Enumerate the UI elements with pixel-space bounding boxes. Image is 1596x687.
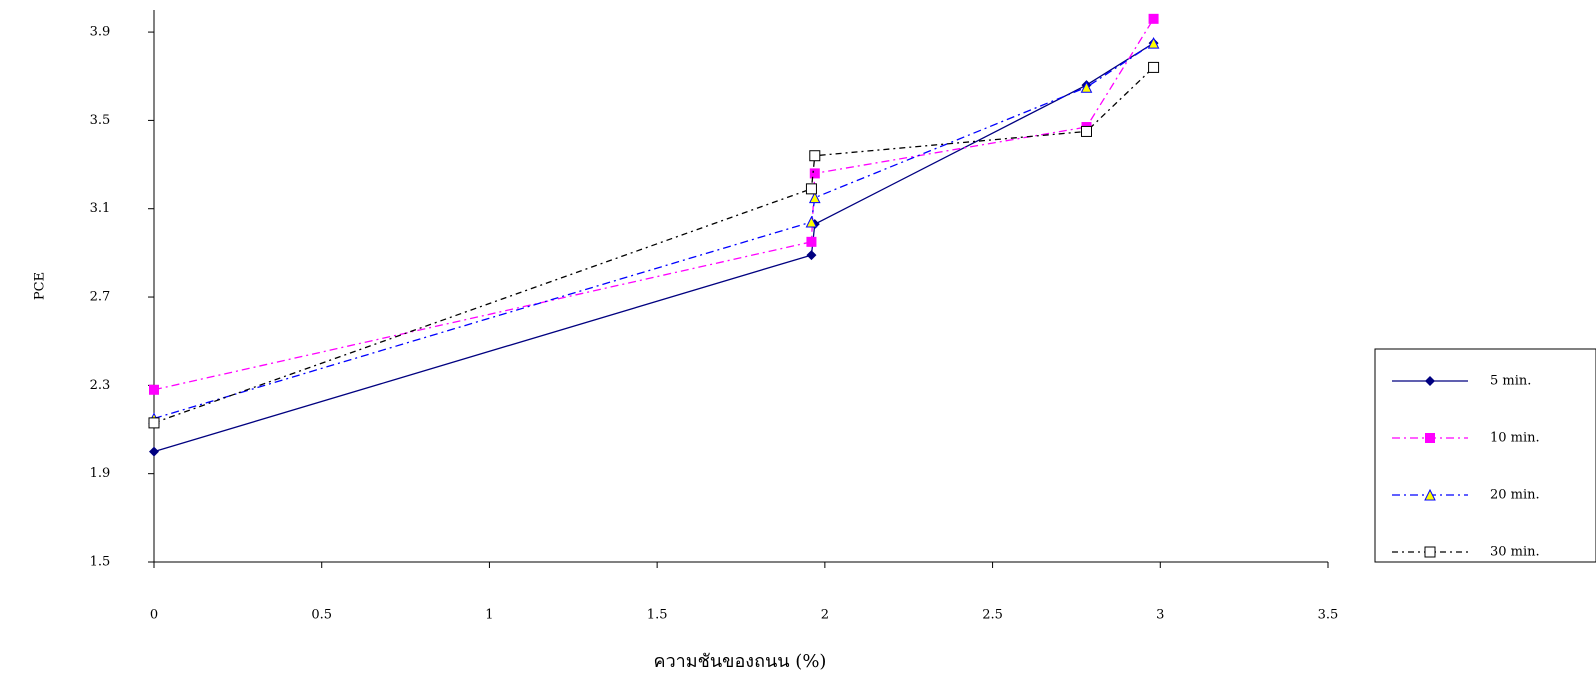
y-tick-label: 2.3 (90, 378, 111, 393)
marker (1424, 546, 1436, 558)
legend-box (1374, 348, 1596, 563)
x-tick-label: 1 (485, 608, 493, 623)
marker (806, 236, 817, 247)
series-line (153, 18, 1155, 391)
marker (149, 446, 159, 457)
y-tick-label: 1.9 (90, 466, 111, 481)
marker (1147, 37, 1160, 49)
x-tick-label: 0.5 (311, 608, 332, 623)
marker (1080, 125, 1092, 137)
marker (809, 150, 821, 162)
legend-label: 10 min. (1490, 431, 1540, 446)
y-tick-label: 2.7 (90, 290, 111, 305)
marker (808, 191, 821, 204)
x-tick-label: 2.5 (982, 608, 1003, 623)
x-tick-label: 0 (150, 608, 158, 623)
marker (1425, 376, 1435, 386)
legend-label: 5 min. (1490, 374, 1531, 389)
marker (806, 250, 817, 261)
x-tick-label: 3 (1156, 608, 1164, 623)
legend-label: 20 min. (1490, 488, 1540, 503)
series-line (153, 42, 1154, 453)
y-axis-label: PCE (33, 272, 48, 300)
x-tick-label: 1.5 (647, 608, 668, 623)
y-tick-label: 3.9 (90, 25, 111, 40)
marker (805, 215, 818, 228)
marker (1148, 13, 1159, 24)
marker (1080, 81, 1093, 93)
marker (148, 417, 160, 429)
x-tick-label: 3.5 (1318, 608, 1339, 623)
y-tick-label: 3.5 (90, 113, 111, 128)
marker (805, 183, 817, 195)
series-line (153, 42, 1154, 420)
marker (1425, 433, 1435, 443)
marker (1424, 488, 1436, 501)
legend-label: 30 min. (1490, 545, 1540, 560)
marker (149, 384, 159, 395)
marker (1148, 61, 1160, 73)
y-tick-label: 3.1 (90, 201, 111, 216)
x-axis-label: ความชันของถนน (%) (654, 651, 827, 672)
marker (809, 168, 820, 179)
y-tick-label: 1.5 (90, 555, 111, 570)
x-tick-label: 2 (821, 608, 829, 623)
series-line (153, 66, 1155, 424)
